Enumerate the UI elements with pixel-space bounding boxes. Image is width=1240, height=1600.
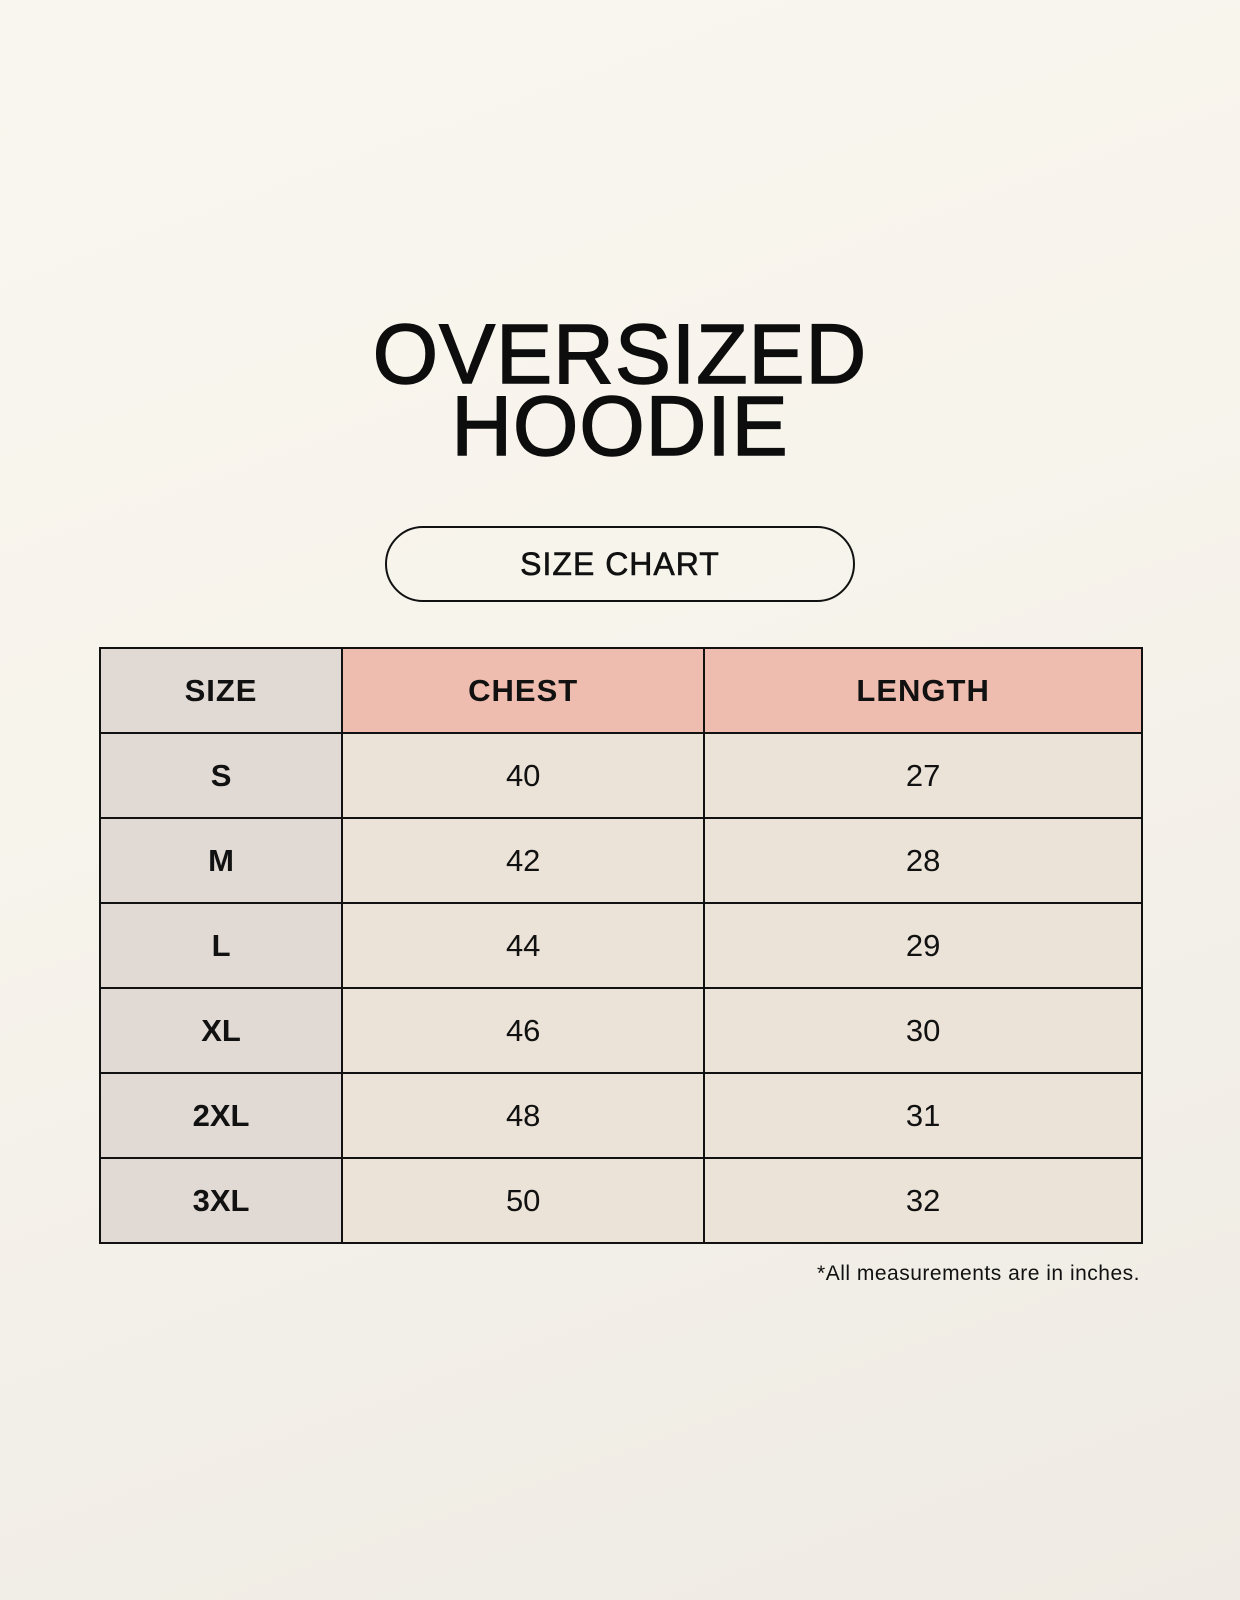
table-header-row: SIZE CHEST LENGTH xyxy=(98,647,1143,734)
cell-chest: 42 xyxy=(341,817,706,904)
title-line-2: HOODIE xyxy=(451,379,789,473)
cell-chest: 50 xyxy=(341,1157,706,1244)
table-row: M 42 28 xyxy=(98,817,1143,904)
cell-length: 27 xyxy=(703,732,1143,819)
header-chest: CHEST xyxy=(341,647,706,734)
table-row: 2XL 48 31 xyxy=(98,1072,1143,1159)
table-row: S 40 27 xyxy=(98,732,1143,819)
header-size: SIZE xyxy=(98,647,344,734)
cell-size: S xyxy=(98,732,344,819)
size-chart-label: SIZE CHART xyxy=(385,526,855,602)
cell-length: 32 xyxy=(703,1157,1143,1244)
size-table: SIZE CHEST LENGTH S 40 27 M 42 28 L 44 29 XL 46 30 2… xyxy=(98,647,1143,1244)
cell-chest: 44 xyxy=(341,902,706,989)
page-title: OVERSIZED HOODIE xyxy=(0,307,1240,473)
cell-chest: 40 xyxy=(341,732,706,819)
cell-size: XL xyxy=(98,987,344,1074)
footnote: *All measurements are in inches. xyxy=(817,1262,1140,1285)
header-length: LENGTH xyxy=(703,647,1143,734)
title-line-1: OVERSIZED xyxy=(372,307,868,401)
cell-chest: 46 xyxy=(341,987,706,1074)
table-row: 3XL 50 32 xyxy=(98,1157,1143,1244)
cell-length: 30 xyxy=(703,987,1143,1074)
cell-chest: 48 xyxy=(341,1072,706,1159)
cell-size: 2XL xyxy=(98,1072,344,1159)
cell-length: 31 xyxy=(703,1072,1143,1159)
cell-length: 28 xyxy=(703,817,1143,904)
cell-size: 3XL xyxy=(98,1157,344,1244)
cell-size: M xyxy=(98,817,344,904)
cell-size: L xyxy=(98,902,344,989)
table-row: XL 46 30 xyxy=(98,987,1143,1074)
table-row: L 44 29 xyxy=(98,902,1143,989)
cell-length: 29 xyxy=(703,902,1143,989)
